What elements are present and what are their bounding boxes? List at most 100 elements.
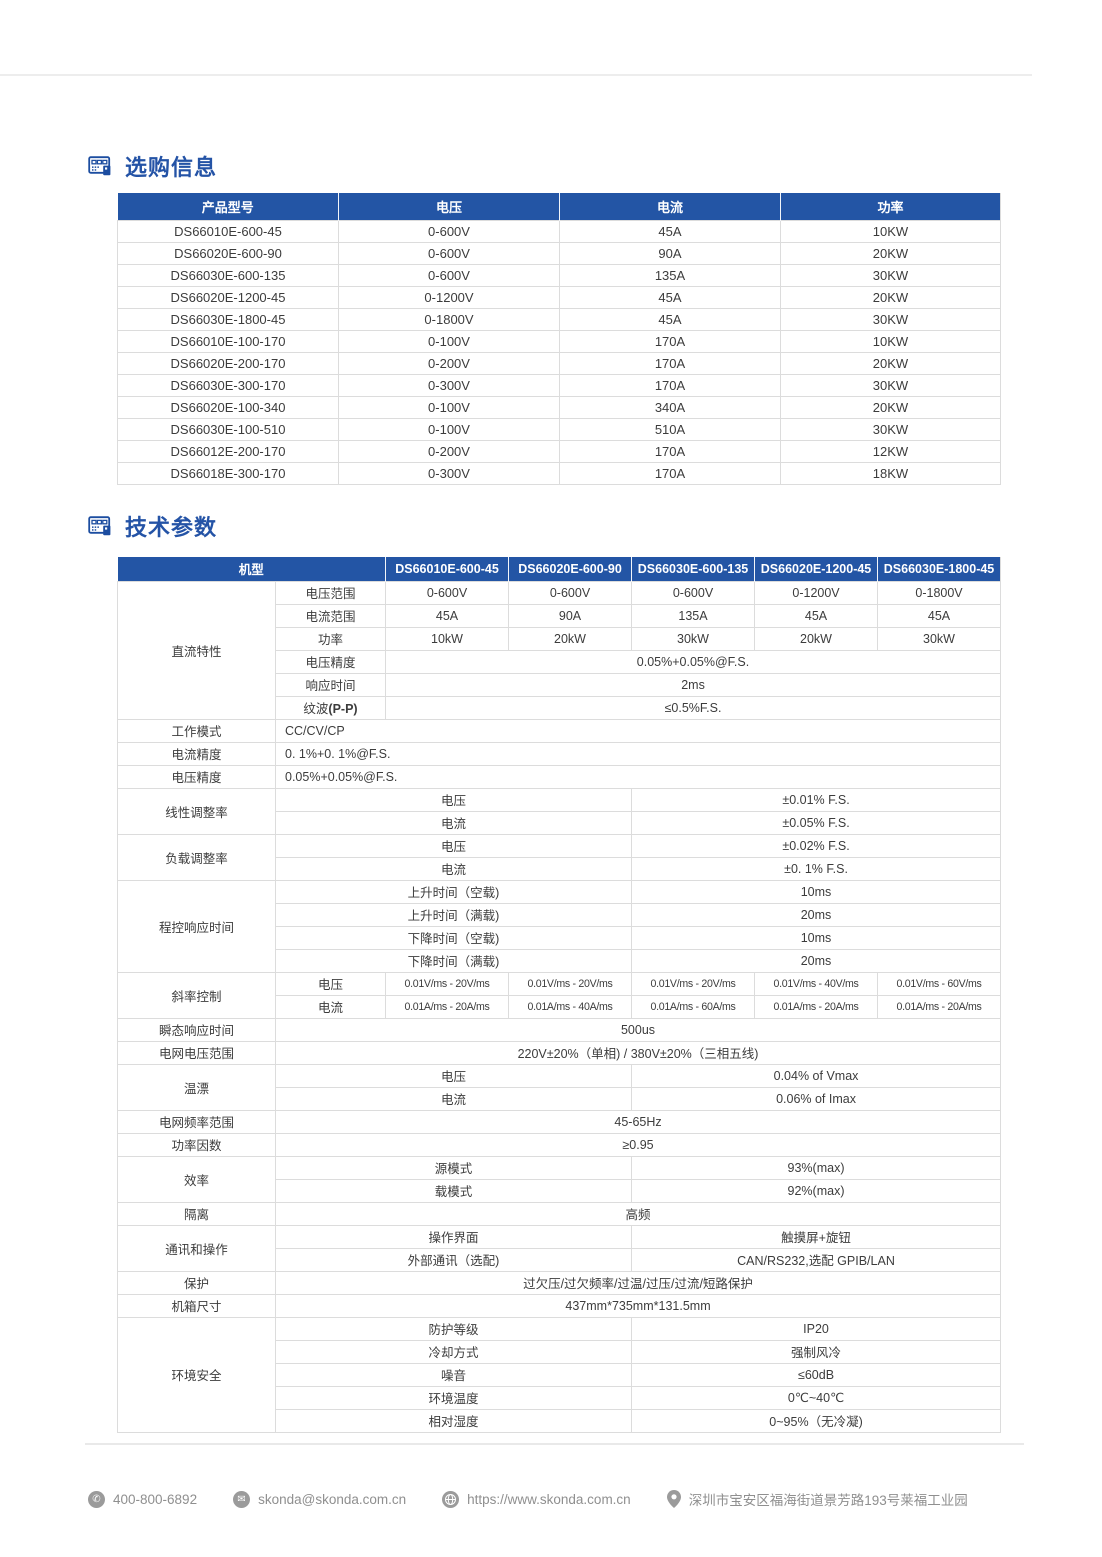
spec-table-cell: 下降时间（空载): [274, 925, 633, 950]
spec-table-row: 电流精度 0. 1%+0. 1%@F.S.: [117, 741, 1002, 766]
spec-table-cell: 外部通讯（选配): [274, 1247, 633, 1272]
spec-table-cell: 0.06% of Imax: [631, 1086, 1002, 1111]
spec-table-row: 隔离 高频: [117, 1201, 1002, 1226]
spec-table-cell: 0.05%+0.05%@F.S.: [274, 764, 1002, 789]
spec-table-cell: ±0.05% F.S.: [631, 810, 1002, 835]
spec-table-cell: 噪音: [274, 1362, 633, 1387]
spec-table-row: 效率 源模式 93%(max): [117, 1155, 1002, 1203]
order-table-cell: 12KW: [780, 439, 1001, 463]
spec-table-cell: 0℃~40℃: [631, 1385, 1002, 1410]
order-table-row: DS66030E-300-170 0-300V 170A 30KW: [117, 373, 1001, 397]
spec-table-row: 瞬态响应时间 500us: [117, 1017, 1002, 1042]
spec-table-row: 工作模式 CC/CV/CP: [117, 718, 1002, 743]
spec-table-cell: 电流: [274, 856, 633, 881]
spec-table-cell: 强制风冷: [631, 1339, 1002, 1364]
spec-table-cell: 下降时间（满载): [274, 948, 633, 973]
spec-table-row: 电压精度 0.05%+0.05%@F.S.: [117, 764, 1002, 789]
spec-table-cell: 0.04% of Vmax: [631, 1063, 1002, 1088]
spec-table-row: 电流 0.01A/ms - 20A/ms 0.01A/ms - 40A/ms 0.01…: [118, 994, 1002, 1019]
order-table-cell: 0-300V: [338, 461, 560, 485]
order-col-header-power: 功率: [780, 193, 1001, 220]
phone-number: 400-800-6892: [113, 1491, 198, 1507]
spec-table-cell: 环境温度: [274, 1385, 633, 1410]
order-table-cell: 0-100V: [338, 417, 560, 441]
order-table-cell: 340A: [559, 395, 781, 419]
spec-table-row: 噪音 ≤60dB: [118, 1362, 1002, 1387]
spec-table-row: 负载调整率 电压 ±0.02% F.S.: [117, 833, 1002, 881]
spec-table-cell: 10ms: [631, 879, 1002, 904]
spec-table-cell: 0.01V/ms - 40V/ms: [754, 971, 879, 996]
spec-table-row: 电网频率范围 45-65Hz: [117, 1109, 1002, 1134]
spec-table-cell: ±0.01% F.S.: [631, 787, 1002, 812]
spec-table-cell: 响应时间: [274, 672, 387, 697]
order-table-cell: DS66018E-300-170: [117, 461, 339, 485]
spec-table-row: 下降时间（满载) 20ms: [118, 948, 1002, 973]
section-heading-specs: 技术参数: [88, 510, 217, 542]
spec-table-cell: 90A: [508, 603, 633, 628]
spec-table-row: 环境安全 防护等级 IP20: [117, 1316, 1002, 1433]
order-table-cell: 20KW: [780, 285, 1001, 309]
spec-table-row: 温漂 电压 0.04% of Vmax: [117, 1063, 1002, 1111]
spec-table-cell: 线性调整率: [117, 787, 276, 835]
spec-table-cell: 2ms: [385, 672, 1002, 697]
spec-table-cell: 电流: [274, 810, 633, 835]
order-table-cell: 10KW: [780, 329, 1001, 353]
order-table-header-row: 产品型号 电压 电流 功率: [117, 193, 1001, 220]
spec-table-cell: 触摸屏+旋钮: [631, 1224, 1002, 1249]
spec-table-cell: 10kW: [385, 626, 510, 651]
order-table-cell: DS66020E-600-90: [117, 241, 339, 265]
spec-table-cell: 直流特性: [117, 580, 276, 720]
spec-table-cell: 437mm*735mm*131.5mm: [274, 1293, 1002, 1318]
spec-table-row: 下降时间（空载) 10ms: [118, 925, 1002, 950]
spec-table-cell: 30kW: [631, 626, 756, 651]
spec-col-header-model-label: 机型: [117, 557, 387, 581]
spec-table-cell: 20ms: [631, 902, 1002, 927]
order-table-cell: 0-1200V: [338, 285, 560, 309]
order-table-cell: DS66012E-200-170: [117, 439, 339, 463]
order-table-cell: 0-200V: [338, 351, 560, 375]
order-table-cell: 170A: [559, 329, 781, 353]
footer-divider: [85, 1443, 1024, 1445]
spec-table-cell: 电网频率范围: [117, 1109, 276, 1134]
spec-table-cell: 45A: [754, 603, 879, 628]
order-table-cell: 18KW: [780, 461, 1001, 485]
spec-col-header-model-2: DS66020E-600-90: [508, 557, 633, 581]
order-table-cell: DS66030E-1800-45: [117, 307, 339, 331]
spec-col-header-model-1: DS66010E-600-45: [385, 557, 510, 581]
spec-table-row: 电压精度 0.05%+0.05%@F.S.: [118, 649, 1002, 674]
spec-table-cell: 电压精度: [274, 649, 387, 674]
spec-table-cell: 上升时间（满载): [274, 902, 633, 927]
spec-table-row: 电流 0.06% of Imax: [118, 1086, 1002, 1111]
order-table-row: DS66030E-100-510 0-100V 510A 30KW: [117, 417, 1001, 441]
spec-table-cell: 过欠压/过欠频率/过温/过压/过流/短路保护: [274, 1270, 1002, 1295]
spec-table-cell: 0-600V: [631, 580, 756, 605]
spec-table-cell: 斜率控制: [117, 971, 276, 1019]
order-table-row: DS66020E-100-340 0-100V 340A 20KW: [117, 395, 1001, 419]
order-table-row: DS66010E-600-45 0-600V 45A 10KW: [117, 219, 1001, 243]
order-table-row: DS66020E-600-90 0-600V 90A 20KW: [117, 241, 1001, 265]
section-heading-ordering: 选购信息: [88, 150, 217, 182]
order-table-row: DS66030E-600-135 0-600V 135A 30KW: [117, 263, 1001, 287]
device-panel-icon: [88, 154, 112, 178]
order-table-cell: DS66020E-1200-45: [117, 285, 339, 309]
spec-table-cell: 保护: [117, 1270, 276, 1295]
spec-table-cell: 0~95%（无冷凝): [631, 1408, 1002, 1433]
order-table-cell: DS66030E-300-170: [117, 373, 339, 397]
order-table-cell: 170A: [559, 461, 781, 485]
order-table-cell: DS66010E-600-45: [117, 219, 339, 243]
order-table-cell: 20KW: [780, 351, 1001, 375]
spec-table-cell: 电流: [274, 994, 387, 1019]
spec-table-cell: 电流精度: [117, 741, 276, 766]
spec-table-row: 功率 10kW 20kW 30kW 20kW 30kW: [118, 626, 1002, 651]
order-table-cell: 0-1800V: [338, 307, 560, 331]
spec-table-row: 外部通讯（选配) CAN/RS232,选配 GPIB/LAN: [118, 1247, 1002, 1272]
spec-col-header-model-5: DS66030E-1800-45: [877, 557, 1002, 581]
order-table-cell: 0-300V: [338, 373, 560, 397]
order-table-cell: 10KW: [780, 219, 1001, 243]
spec-table-cell: 0-1200V: [754, 580, 879, 605]
section-title-ordering: 选购信息: [125, 155, 218, 180]
order-table-cell: 30KW: [780, 417, 1001, 441]
order-table-cell: 0-200V: [338, 439, 560, 463]
spec-table-cell: 0.01V/ms - 60V/ms: [877, 971, 1002, 996]
spec-table-cell: IP20: [631, 1316, 1002, 1341]
